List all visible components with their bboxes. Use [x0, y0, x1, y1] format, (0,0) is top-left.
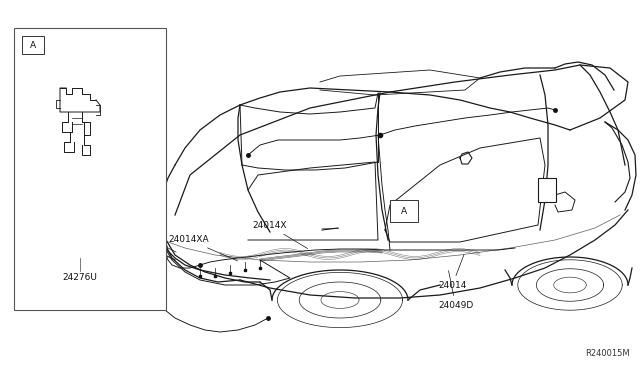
- Text: 24014XA: 24014XA: [168, 235, 237, 261]
- Bar: [22, 36, 44, 54]
- Text: A: A: [30, 41, 36, 49]
- Bar: [390, 200, 418, 222]
- Text: 24276U: 24276U: [63, 273, 97, 282]
- Text: R240015M: R240015M: [586, 349, 630, 358]
- Text: 24049D: 24049D: [438, 271, 473, 310]
- Text: 24014: 24014: [438, 254, 467, 290]
- Bar: [538, 178, 556, 202]
- Text: 24014X: 24014X: [252, 221, 308, 248]
- Text: A: A: [401, 206, 407, 215]
- Bar: [14, 28, 166, 310]
